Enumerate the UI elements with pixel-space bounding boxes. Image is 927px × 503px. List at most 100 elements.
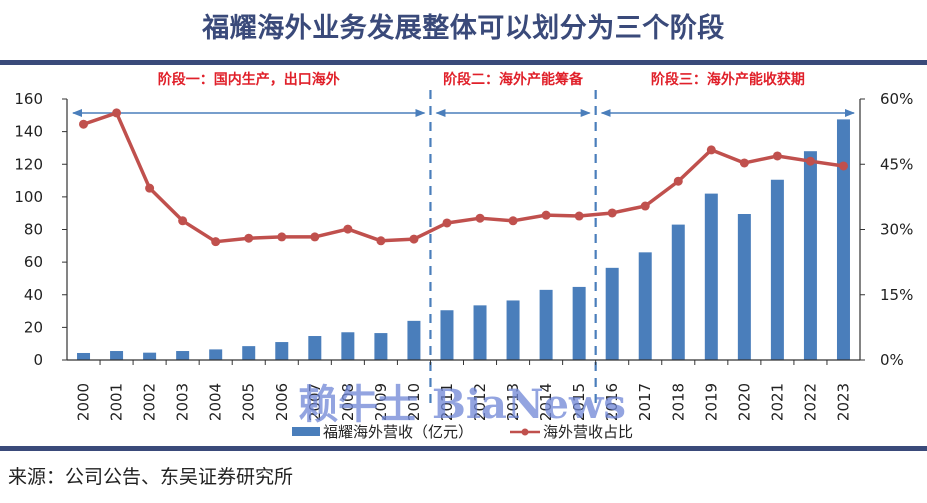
bottom-rule <box>0 446 927 451</box>
left-axis-tick-label: 40 <box>24 286 43 304</box>
x-axis-tick-label: 2006 <box>273 383 291 421</box>
chart-title: 福耀海外业务发展整体可以划分为三个阶段 <box>202 13 725 44</box>
share-point-2008 <box>343 224 353 234</box>
share-point-2014 <box>541 210 551 220</box>
share-point-2012 <box>475 213 485 223</box>
stage-label: 阶段二：海外产能筹备 <box>443 71 584 88</box>
bar-2019 <box>704 193 718 360</box>
stage-label: 阶段一：国内生产，出口海外 <box>158 71 340 88</box>
x-axis-tick-label: 2015 <box>570 383 588 421</box>
share-point-2001 <box>112 108 122 118</box>
share-point-2013 <box>508 216 518 226</box>
x-axis-tick-label: 2013 <box>504 383 522 421</box>
bar-2013 <box>506 300 520 360</box>
line-series <box>79 108 848 247</box>
legend-bar-swatch <box>292 427 320 436</box>
x-axis-tick-label: 2012 <box>471 383 489 421</box>
share-point-2023 <box>838 161 848 171</box>
x-axis-tick-label: 2000 <box>75 383 93 421</box>
x-axis-tick-label: 2009 <box>372 383 390 421</box>
share-point-2010 <box>409 234 419 244</box>
bar-series <box>77 119 850 360</box>
share-point-2020 <box>739 158 749 168</box>
legend-line-label: 海外营收占比 <box>543 423 633 441</box>
bar-2010 <box>407 320 421 360</box>
bar-2003 <box>176 351 190 360</box>
bar-2004 <box>209 349 223 360</box>
x-axis-tick-label: 2022 <box>801 383 819 421</box>
legend-bar-label: 福耀海外营收（亿元） <box>323 423 473 441</box>
bar-2012 <box>473 305 487 360</box>
share-point-2016 <box>607 208 617 218</box>
x-axis-tick-label: 2017 <box>636 383 654 421</box>
right-axis-tick-label: 30% <box>880 221 913 239</box>
x-axis-tick-label: 2007 <box>306 383 324 421</box>
bar-2020 <box>737 214 751 360</box>
share-point-2022 <box>805 156 815 166</box>
share-point-2007 <box>310 232 320 242</box>
x-axis-tick-label: 2001 <box>108 383 126 421</box>
axes: 0 20 40 60 80 100 120 140 160 0% 15% 30% 45% 60% 2000 2… <box>14 90 913 421</box>
right-axis-tick-label: 15% <box>880 286 913 304</box>
share-line <box>82 111 844 244</box>
share-point-2003 <box>178 216 188 226</box>
x-axis-tick-label: 2010 <box>405 383 423 421</box>
x-axis-tick-label: 2021 <box>768 383 786 421</box>
share-point-2017 <box>640 201 650 211</box>
share-point-2000 <box>79 119 89 129</box>
right-axis-tick-label: 45% <box>880 155 913 173</box>
x-axis-tick-label: 2020 <box>735 383 753 421</box>
bar-2023 <box>836 119 850 360</box>
bar-2017 <box>638 252 652 360</box>
bar-2021 <box>770 179 784 360</box>
watermark: 赖牛士 BiaNews <box>298 381 626 428</box>
share-point-2019 <box>706 145 716 155</box>
x-axis-tick-label: 2018 <box>669 383 687 421</box>
stage-label: 阶段三：海外产能收获期 <box>651 71 805 88</box>
x-axis-tick-label: 2005 <box>240 383 258 421</box>
x-axis-tick-label: 2003 <box>174 383 192 421</box>
share-point-2009 <box>376 236 386 246</box>
x-axis-tick-label: 2019 <box>702 383 720 421</box>
right-axis-tick-label: 60% <box>880 90 913 108</box>
share-point-2006 <box>277 232 287 242</box>
left-axis-tick-label: 140 <box>14 123 43 141</box>
top-rule <box>0 60 927 65</box>
watermark-text: 赖牛士 BiaNews <box>298 381 626 428</box>
stage-dividers <box>429 90 597 410</box>
share-point-2004 <box>211 237 221 247</box>
bar-2001 <box>110 351 124 360</box>
x-axis-tick-label: 2023 <box>834 383 852 421</box>
bar-2022 <box>803 151 817 360</box>
x-axis-tick-label: 2016 <box>603 383 621 421</box>
left-axis-tick-label: 20 <box>24 318 43 336</box>
share-point-2015 <box>574 211 584 221</box>
bar-2014 <box>539 289 553 360</box>
x-axis-tick-label: 2011 <box>438 383 456 421</box>
stage-labels: 阶段一：国内生产，出口海外 阶段二：海外产能筹备 阶段三：海外产能收获期 <box>158 71 805 88</box>
left-axis-tick-label: 100 <box>14 188 43 206</box>
left-axis-tick-label: 60 <box>24 253 43 271</box>
bar-2009 <box>374 333 388 360</box>
left-axis-tick-label: 160 <box>14 90 43 108</box>
bar-2005 <box>242 346 256 360</box>
legend: 福耀海外营收（亿元） 海外营收占比 <box>292 423 633 441</box>
share-point-2021 <box>772 151 782 161</box>
share-point-2005 <box>244 233 254 243</box>
bar-2000 <box>77 352 91 360</box>
x-axis-tick-label: 2002 <box>141 383 159 421</box>
share-point-2011 <box>442 218 452 228</box>
source-note: 来源：公司公告、东吴证券研究所 <box>8 466 294 488</box>
left-axis-tick-label: 80 <box>24 221 43 239</box>
x-axis-tick-label: 2004 <box>207 383 225 421</box>
bar-2007 <box>308 336 322 360</box>
bar-2018 <box>671 224 685 360</box>
share-point-2002 <box>145 183 155 193</box>
left-axis-tick-label: 0 <box>33 351 43 369</box>
bar-2006 <box>275 342 289 360</box>
left-axis-tick-label: 120 <box>14 155 43 173</box>
bar-2015 <box>572 286 586 360</box>
share-point-2018 <box>673 176 683 186</box>
right-axis-tick-label: 0% <box>880 351 904 369</box>
